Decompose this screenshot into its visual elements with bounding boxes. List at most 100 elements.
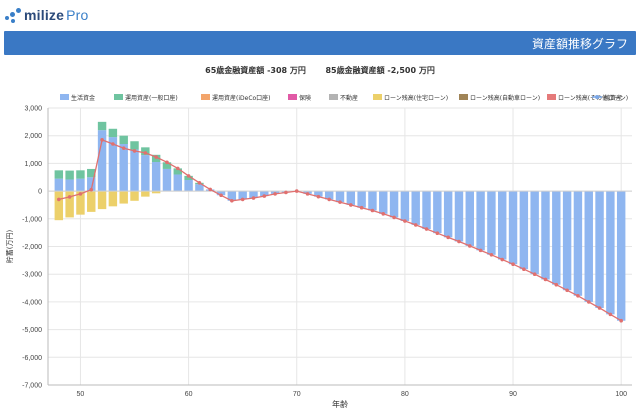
bar-segment (87, 191, 96, 212)
legend-swatch (595, 95, 599, 99)
net-assets-point (446, 235, 450, 240)
y-tick-label: -1,000 (22, 216, 42, 223)
bar-segment (108, 137, 118, 192)
summary-85-value: -2,500 万円 (387, 66, 435, 75)
x-tick-label: 100 (615, 391, 627, 398)
net-assets-point (457, 239, 461, 244)
legend-label: ローン残高(その他ローン) (558, 94, 628, 102)
bar-segment (141, 191, 150, 197)
legend-swatch (114, 94, 123, 100)
net-assets-point (359, 205, 364, 210)
net-assets-point (619, 318, 623, 323)
net-assets-point (175, 166, 180, 171)
bar-segment (562, 191, 572, 291)
bar-segment (173, 168, 182, 175)
net-assets-point (500, 257, 505, 262)
net-assets-point (381, 212, 386, 216)
net-assets-point (532, 272, 537, 277)
net-assets-point (262, 194, 267, 198)
x-tick-label: 80 (401, 391, 409, 398)
bar-segment (357, 191, 366, 208)
bar-segment (151, 162, 161, 192)
bar-segment (368, 191, 377, 211)
bar-segment (389, 191, 399, 218)
bar-segment (97, 130, 107, 192)
legend-swatch (288, 94, 297, 100)
bar-segment (65, 170, 74, 180)
bar-segment (498, 191, 507, 260)
net-assets-point (554, 282, 559, 287)
net-assets-point (316, 194, 321, 199)
bar-segment (573, 191, 583, 296)
bar-segment (108, 191, 118, 207)
x-tick-label: 70 (293, 391, 301, 398)
bar-segment (476, 191, 485, 251)
net-assets-point (251, 196, 256, 200)
legend-label: 不動産 (340, 94, 358, 102)
bar-segment (162, 168, 172, 192)
bar-segment (119, 191, 128, 204)
y-tick-label: -3,000 (22, 272, 42, 279)
net-assets-point (143, 151, 148, 155)
bar-segment (119, 135, 128, 145)
net-assets-point (608, 312, 613, 317)
bar-segment (335, 191, 345, 203)
net-assets-point (586, 300, 591, 304)
summary-85-label: 85歳金融資産額 (325, 66, 385, 75)
net-assets-point (522, 267, 526, 272)
bar-segment (454, 191, 464, 242)
bar-segment (249, 191, 258, 199)
y-tick-label: -7,000 (22, 383, 42, 390)
bar-segment (119, 144, 128, 192)
bar-segment (54, 178, 64, 192)
bar-segment (238, 191, 247, 200)
bar-segment (541, 191, 550, 280)
net-assets-point (305, 192, 310, 196)
legend-label: 保険 (299, 94, 311, 102)
net-assets-point (100, 138, 104, 142)
bar-segment (411, 191, 420, 225)
legend-swatch (547, 94, 556, 100)
net-assets-point (403, 219, 407, 223)
bar-segment (606, 191, 615, 315)
bar-segment (519, 191, 529, 270)
brand-logo[interactable]: milize Pro (4, 4, 89, 26)
bar-segment (616, 191, 626, 321)
bar-segment (346, 191, 356, 205)
legend-swatch (329, 94, 338, 100)
bar-segment (76, 191, 85, 215)
legend-label: 純資産 (604, 94, 622, 102)
net-assets-point (489, 253, 494, 257)
net-assets-point (154, 155, 158, 159)
bar-segment (595, 191, 604, 308)
x-tick-label: 50 (77, 391, 85, 398)
net-assets-point (273, 192, 277, 196)
y-tick-label: 0 (38, 189, 42, 196)
bar-segment (65, 179, 74, 192)
y-axis-label: 貯蓄(万円) (5, 230, 14, 264)
summary-65-value: -308 万円 (267, 66, 306, 75)
bar-segment (379, 191, 388, 214)
net-assets-point (327, 197, 331, 202)
legend-label: ローン残高(自動車ローン) (470, 94, 540, 102)
brand-name: milize Pro (24, 7, 89, 23)
bar-segment (130, 191, 139, 201)
net-assets-point (565, 288, 569, 293)
net-assets-point (121, 146, 126, 150)
page-header: 資産額推移グラフ (4, 31, 636, 55)
bar-segment (130, 149, 139, 192)
net-assets-point (543, 277, 548, 282)
net-assets-point (478, 248, 483, 253)
bar-segment (97, 121, 107, 131)
net-assets-point (208, 187, 213, 192)
bar-segment (108, 128, 118, 138)
net-assets-point (197, 180, 202, 185)
y-tick-label: -2,000 (22, 244, 42, 251)
y-tick-label: -4,000 (22, 299, 42, 306)
y-tick-label: 1,000 (24, 161, 42, 168)
asset-summary: 65歳金融資産額 -308 万円 85歳金融資産額 -2,500 万円 (0, 65, 640, 76)
bar-segment (65, 191, 74, 218)
net-assets-point (511, 262, 515, 267)
bar-segment (260, 191, 269, 197)
bar-segment (314, 191, 323, 197)
